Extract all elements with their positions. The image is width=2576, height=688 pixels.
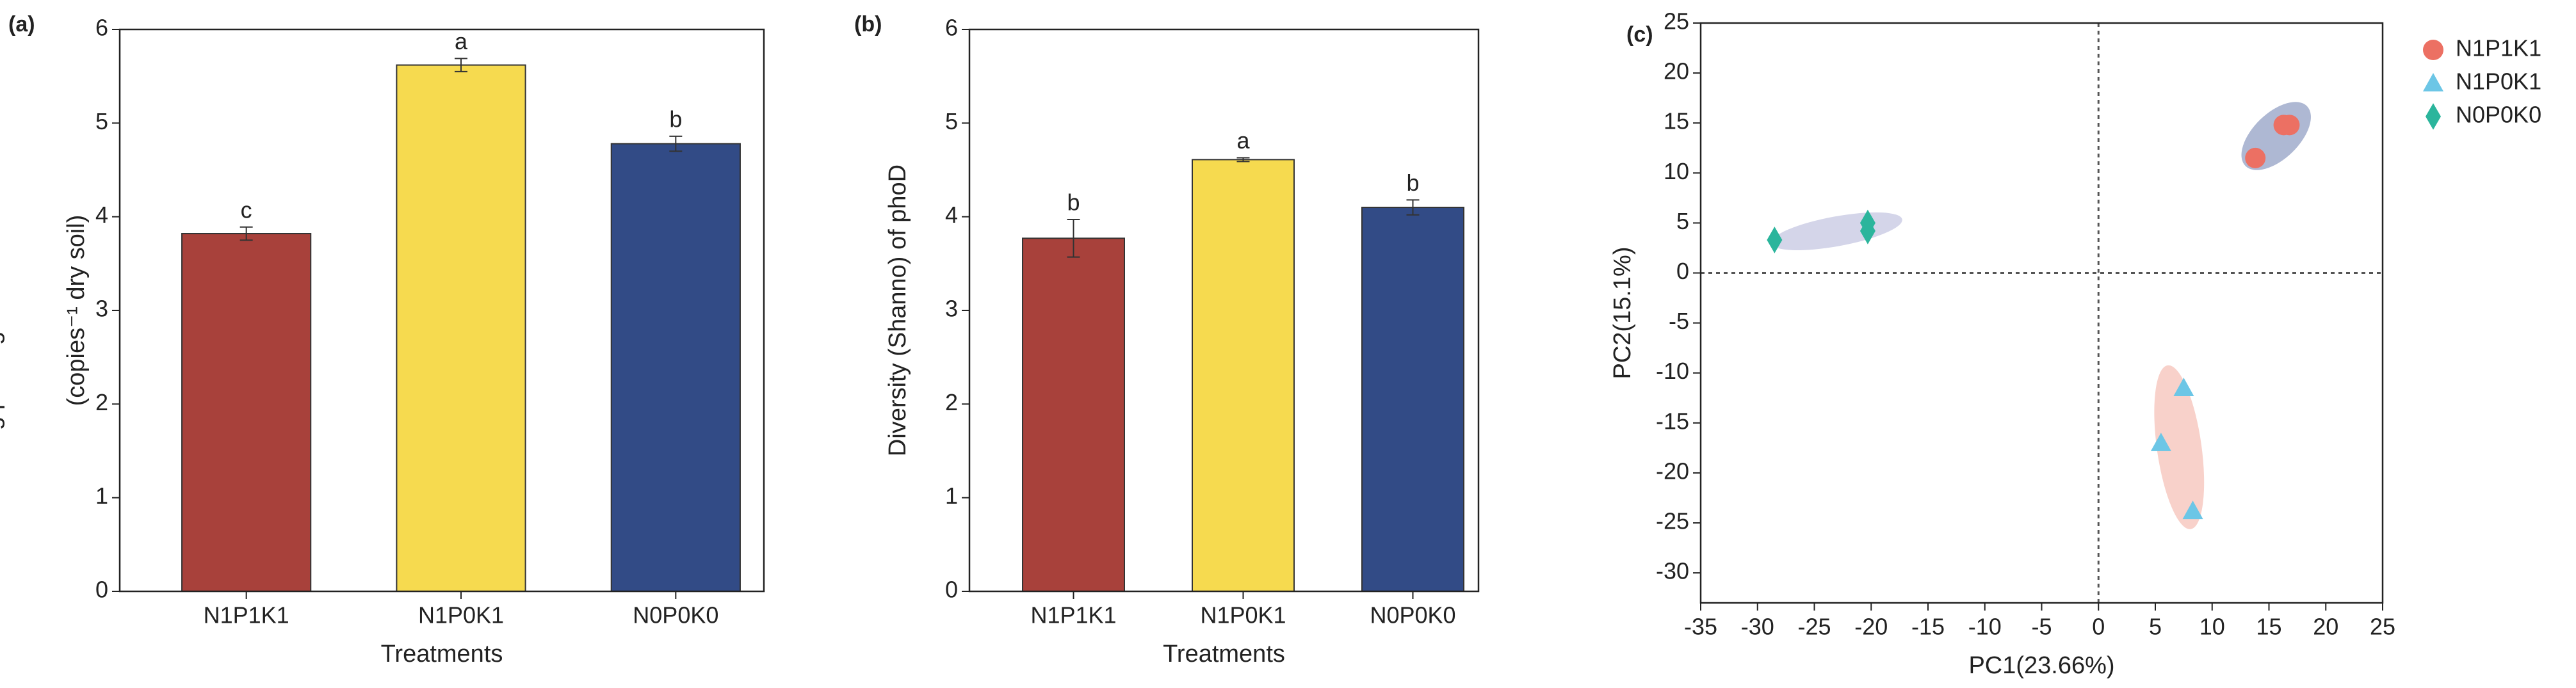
x-tick-label: -20 [1854,614,1888,640]
x-tick-label: 5 [2149,614,2162,640]
bar [181,233,312,592]
y-tick-label: 0 [95,577,108,603]
significance-label: a [455,28,468,54]
y-axis-label: Log phoD gene abundance [0,164,5,458]
x-axis-label: PC1(23.66%) [1968,652,2114,679]
x-tick-label: 25 [2370,614,2395,640]
x-tick-label: -35 [1684,614,1717,640]
y-tick-label: 2 [945,389,958,415]
y-tick-label: -10 [1656,358,1689,384]
y-tick-label: 1 [945,483,958,509]
x-tick-label: N1P0K1 [1200,602,1286,628]
y-axis-label: PC2(15.1%) [1609,247,1636,380]
x-tick-label: -10 [1968,614,2002,640]
confidence-ellipse [1771,212,1902,250]
x-axis-label: Treatments [381,641,503,668]
y-tick-label: 15 [1664,108,1689,134]
x-tick-label: 15 [2256,614,2281,640]
y-tick-label: 0 [1676,258,1689,284]
ellipse [2154,365,2205,529]
x-tick-label: N1P0K1 [418,602,504,628]
plot-frame [1699,22,2384,604]
y-tick-label: -30 [1656,558,1689,584]
y-tick-label: 3 [95,296,108,322]
y-tick-label: 10 [1664,158,1689,184]
y-tick-label: -15 [1656,408,1689,434]
y-tick-label: -20 [1656,458,1689,484]
chart-title: (c) [1626,22,1653,47]
y-tick-label: 5 [1676,208,1689,234]
ellipse [1771,212,1902,250]
y-tick-label: 20 [1664,58,1689,84]
confidence-ellipse [2154,365,2205,529]
legend-label: N1P0K1 [2456,68,2541,95]
x-tick-label: 0 [2092,614,2105,640]
bar [396,64,526,592]
x-axis-label: Treatments [1163,641,1285,668]
y-tick-label: -5 [1669,308,1689,334]
legend-label: N0P0K0 [2456,102,2541,128]
y-tick-label: 25 [1664,8,1689,35]
point [1859,209,1875,237]
bar [1192,159,1295,593]
x-tick-label: -25 [1797,614,1831,640]
y-tick-label: 4 [945,202,958,228]
bar [610,143,741,592]
x-tick-label: 10 [2199,614,2225,640]
confidence-ellipse [2241,102,2311,170]
y-tick-label: 3 [945,296,958,322]
bar [1361,207,1464,592]
significance-label: b [1067,189,1080,216]
plot-frame [118,28,765,593]
significance-label: a [1236,127,1250,154]
plot-frame [968,28,1480,593]
x-tick-label: -15 [1911,614,1945,640]
y-tick-label: 5 [945,108,958,134]
y-tick-label: 1 [95,483,108,509]
ellipse [2241,102,2311,170]
point [2245,147,2266,168]
chart-title: (b) [854,12,882,36]
significance-label: b [1406,170,1419,196]
x-tick-label: 20 [2313,614,2338,640]
legend-marker [2426,103,2441,130]
point [2182,500,2203,520]
chart-title: (a) [8,12,35,36]
y-axis-label: Diversity (Shanno) of phoD [884,164,911,456]
significance-label: c [241,196,252,223]
y-tick-label: 5 [95,108,108,134]
y-tick-label: 6 [945,15,958,41]
x-tick-label: N0P0K0 [1370,602,1455,628]
point [1767,227,1783,253]
legend-marker [2423,40,2443,60]
y-tick-label: 2 [95,389,108,415]
point [2279,115,2300,136]
x-tick-label: N0P0K0 [633,602,718,628]
x-tick-label: -5 [2031,614,2052,640]
legend-marker [2423,73,2443,92]
y-tick-label: -25 [1656,508,1689,534]
y-axis-label: (copies⁻¹ dry soil) [63,215,90,406]
y-tick-label: 0 [945,577,958,603]
x-tick-label: N1P1K1 [1030,602,1116,628]
point [2150,433,2171,451]
x-tick-label: N1P1K1 [204,602,289,628]
bar [1022,237,1125,593]
y-tick-label: 4 [95,202,108,228]
x-tick-label: -30 [1741,614,1774,640]
point [2173,378,2194,396]
significance-label: b [669,106,682,132]
y-tick-label: 6 [95,15,108,41]
legend-label: N1P1K1 [2456,35,2541,61]
